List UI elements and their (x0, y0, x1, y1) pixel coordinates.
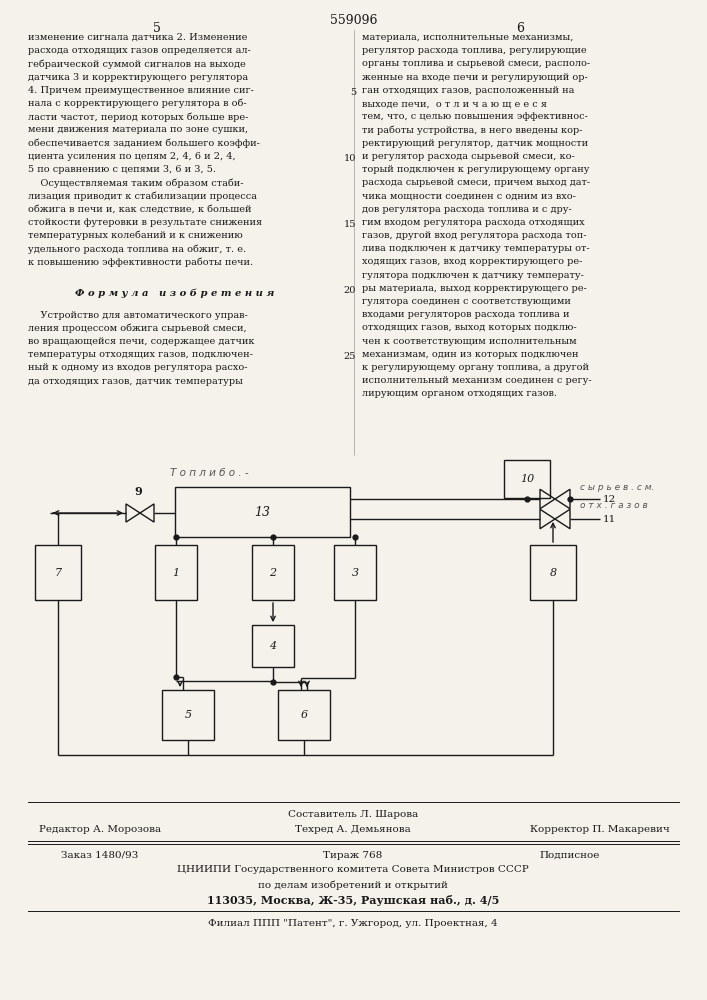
Bar (252, 625, 294, 667)
Text: о т х . г а з о в: о т х . г а з о в (580, 502, 648, 510)
Text: 25: 25 (344, 352, 356, 361)
Bar (530, 545, 576, 600)
Text: входами регуляторов расхода топлива и: входами регуляторов расхода топлива и (362, 310, 570, 319)
Text: 1: 1 (173, 568, 180, 578)
Text: органы топлива и сырьевой смеси, располо-: органы топлива и сырьевой смеси, располо… (362, 59, 590, 68)
Text: 8: 8 (549, 568, 556, 578)
Text: 15: 15 (344, 220, 356, 229)
Text: ректирующий регулятор, датчик мощности: ректирующий регулятор, датчик мощности (362, 139, 588, 148)
Text: 20: 20 (344, 286, 356, 295)
Text: ления процессом обжига сырьевой смеси,: ления процессом обжига сырьевой смеси, (28, 324, 247, 333)
Text: 5: 5 (350, 88, 356, 97)
Text: датчика 3 и корректирующего регулятора: датчика 3 и корректирующего регулятора (28, 73, 248, 82)
Bar (278, 690, 330, 740)
Text: ти работы устройства, в него введены кор-: ти работы устройства, в него введены кор… (362, 125, 583, 135)
Text: Корректор П. Макаревич: Корректор П. Макаревич (530, 824, 670, 834)
Text: 11: 11 (603, 514, 617, 524)
Text: 5: 5 (153, 22, 161, 35)
Text: дов регулятора расхода топлива и с дру-: дов регулятора расхода топлива и с дру- (362, 205, 572, 214)
Text: нала с корректирующего регулятора в об-: нала с корректирующего регулятора в об- (28, 99, 247, 108)
Bar (252, 545, 294, 600)
Text: да отходящих газов, датчик температуры: да отходящих газов, датчик температуры (28, 377, 243, 386)
Text: Составитель Л. Шарова: Составитель Л. Шарова (288, 810, 418, 819)
Text: 5 по сравнению с цепями 3, 6 и 3, 5.: 5 по сравнению с цепями 3, 6 и 3, 5. (28, 165, 216, 174)
Text: 12: 12 (603, 494, 617, 504)
Bar (175, 487, 350, 537)
Text: торый подключен к регулирующему органу: торый подключен к регулирующему органу (362, 165, 590, 174)
Text: отходящих газов, выход которых подклю-: отходящих газов, выход которых подклю- (362, 323, 577, 332)
Text: ласти частот, период которых больше вре-: ласти частот, период которых больше вре- (28, 112, 248, 122)
Text: ный к одному из входов регулятора расхо-: ный к одному из входов регулятора расхо- (28, 363, 247, 372)
Text: удельного расхода топлива на обжиг, т. е.: удельного расхода топлива на обжиг, т. е… (28, 244, 246, 254)
Text: ЦНИИПИ Государственного комитета Совета Министров СССР: ЦНИИПИ Государственного комитета Совета … (177, 865, 529, 874)
Text: Т о п л и б о . -: Т о п л и б о . - (170, 468, 249, 478)
Text: изменение сигнала датчика 2. Изменение: изменение сигнала датчика 2. Изменение (28, 33, 247, 42)
Text: 7: 7 (54, 568, 62, 578)
Text: ходящих газов, вход корректирующего ре-: ходящих газов, вход корректирующего ре- (362, 257, 583, 266)
Text: обеспечивается заданием большего коэффи-: обеспечивается заданием большего коэффи- (28, 139, 260, 148)
Text: механизмам, один из которых подключен: механизмам, один из которых подключен (362, 350, 578, 359)
Text: расхода отходящих газов определяется ал-: расхода отходящих газов определяется ал- (28, 46, 251, 55)
Text: лирующим органом отходящих газов.: лирующим органом отходящих газов. (362, 389, 557, 398)
Text: с ы р ь е в . с м.: с ы р ь е в . с м. (580, 484, 655, 492)
Bar (504, 460, 550, 498)
Text: Редактор А. Морозова: Редактор А. Морозова (39, 824, 161, 834)
Text: лизация приводит к стабилизации процесса: лизация приводит к стабилизации процесса (28, 191, 257, 201)
Text: ган отходящих газов, расположенный на: ган отходящих газов, расположенный на (362, 86, 574, 95)
Text: 559096: 559096 (329, 14, 378, 27)
Text: 10: 10 (520, 474, 534, 484)
Text: ры материала, выход корректирующего ре-: ры материала, выход корректирующего ре- (362, 284, 587, 293)
Text: 13: 13 (255, 506, 271, 518)
Text: циента усиления по цепям 2, 4, 6 и 2, 4,: циента усиления по цепям 2, 4, 6 и 2, 4, (28, 152, 235, 161)
Text: 5: 5 (185, 710, 192, 720)
Text: 4. Причем преимущественное влияние сиг-: 4. Причем преимущественное влияние сиг- (28, 86, 254, 95)
Text: выходе печи,  о т л и ч а ю щ е е с я: выходе печи, о т л и ч а ю щ е е с я (362, 99, 547, 108)
Text: во вращающейся печи, содержащее датчик: во вращающейся печи, содержащее датчик (28, 337, 255, 346)
Text: гулятора соединен с соответствующими: гулятора соединен с соответствующими (362, 297, 571, 306)
Text: гебраической суммой сигналов на выходе: гебраической суммой сигналов на выходе (28, 59, 246, 69)
Text: 113035, Москва, Ж-35, Раушская наб., д. 4/5: 113035, Москва, Ж-35, Раушская наб., д. … (207, 894, 499, 906)
Text: к регулирующему органу топлива, а другой: к регулирующему органу топлива, а другой (362, 363, 589, 372)
Text: женные на входе печи и регулирующий ор-: женные на входе печи и регулирующий ор- (362, 73, 588, 82)
Text: 4: 4 (269, 641, 276, 651)
Bar (35, 545, 81, 600)
Text: чен к соответствующим исполнительным: чен к соответствующим исполнительным (362, 337, 577, 346)
Text: Осуществляемая таким образом стаби-: Осуществляемая таким образом стаби- (28, 178, 243, 188)
Text: 6: 6 (300, 710, 308, 720)
Text: чика мощности соединен с одним из вхо-: чика мощности соединен с одним из вхо- (362, 191, 576, 200)
Text: Тираж 768: Тираж 768 (323, 851, 382, 860)
Text: исполнительный механизм соединен с регу-: исполнительный механизм соединен с регу- (362, 376, 592, 385)
Text: обжига в печи и, как следствие, к большей: обжига в печи и, как следствие, к больше… (28, 205, 252, 214)
Text: и регулятор расхода сырьевой смеси, ко-: и регулятор расхода сырьевой смеси, ко- (362, 152, 575, 161)
Text: стойкости футеровки в результате снижения: стойкости футеровки в результате снижени… (28, 218, 262, 227)
Text: 10: 10 (344, 154, 356, 163)
Text: Техред А. Демьянова: Техред А. Демьянова (295, 824, 411, 834)
Text: 2: 2 (269, 568, 276, 578)
Text: мени движения материала по зоне сушки,: мени движения материала по зоне сушки, (28, 125, 248, 134)
Bar (162, 690, 214, 740)
Text: тем, что, с целью повышения эффективнос-: тем, что, с целью повышения эффективнос- (362, 112, 588, 121)
Text: Ф о р м у л а   и з о б р е т е н и я: Ф о р м у л а и з о б р е т е н и я (76, 289, 275, 298)
Text: регулятор расхода топлива, регулирующие: регулятор расхода топлива, регулирующие (362, 46, 587, 55)
Text: гулятора подключен к датчику температу-: гулятора подключен к датчику температу- (362, 271, 584, 280)
Text: гим входом регулятора расхода отходящих: гим входом регулятора расхода отходящих (362, 218, 585, 227)
Text: к повышению эффективности работы печи.: к повышению эффективности работы печи. (28, 257, 253, 267)
Text: температуры отходящих газов, подключен-: температуры отходящих газов, подключен- (28, 350, 253, 359)
Text: 3: 3 (351, 568, 358, 578)
Text: материала, исполнительные механизмы,: материала, исполнительные механизмы, (362, 33, 573, 42)
Text: температурных колебаний и к снижению: температурных колебаний и к снижению (28, 231, 243, 240)
Text: газов, другой вход регулятора расхода топ-: газов, другой вход регулятора расхода то… (362, 231, 587, 240)
Text: лива подключен к датчику температуры от-: лива подключен к датчику температуры от- (362, 244, 590, 253)
Text: Филиал ППП "Патент", г. Ужгород, ул. Проектная, 4: Филиал ППП "Патент", г. Ужгород, ул. Про… (208, 919, 498, 928)
Bar (155, 545, 197, 600)
Text: Заказ 1480/93: Заказ 1480/93 (62, 851, 139, 860)
Text: 9: 9 (134, 486, 142, 497)
Text: расхода сырьевой смеси, причем выход дат-: расхода сырьевой смеси, причем выход дат… (362, 178, 590, 187)
Text: Устройство для автоматического управ-: Устройство для автоматического управ- (28, 311, 247, 320)
Text: 6: 6 (516, 22, 524, 35)
Bar (334, 545, 376, 600)
Text: по делам изобретений и открытий: по делам изобретений и открытий (258, 880, 448, 890)
Text: Подписное: Подписное (540, 851, 600, 860)
